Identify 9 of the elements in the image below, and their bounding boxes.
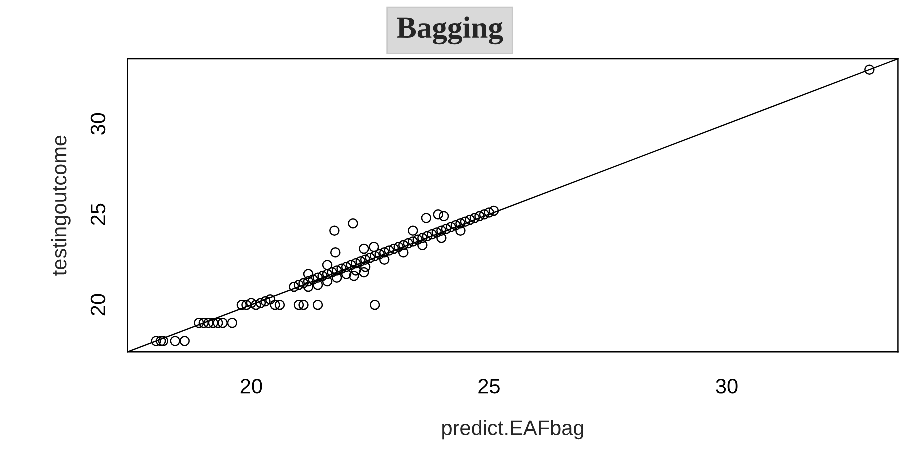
x-tick-label: 20 <box>240 379 262 394</box>
y-axis-title: testingoutcome <box>51 136 71 276</box>
chart-title: Bagging <box>397 16 504 45</box>
y-tick-label: 30 <box>90 113 106 135</box>
x-axis-title: predict.EAFbag <box>442 420 584 440</box>
y-tick-label: 25 <box>90 204 106 226</box>
y-tick-label: 20 <box>90 294 106 316</box>
x-tick-label: 30 <box>716 379 738 394</box>
x-tick-label: 25 <box>478 379 500 394</box>
